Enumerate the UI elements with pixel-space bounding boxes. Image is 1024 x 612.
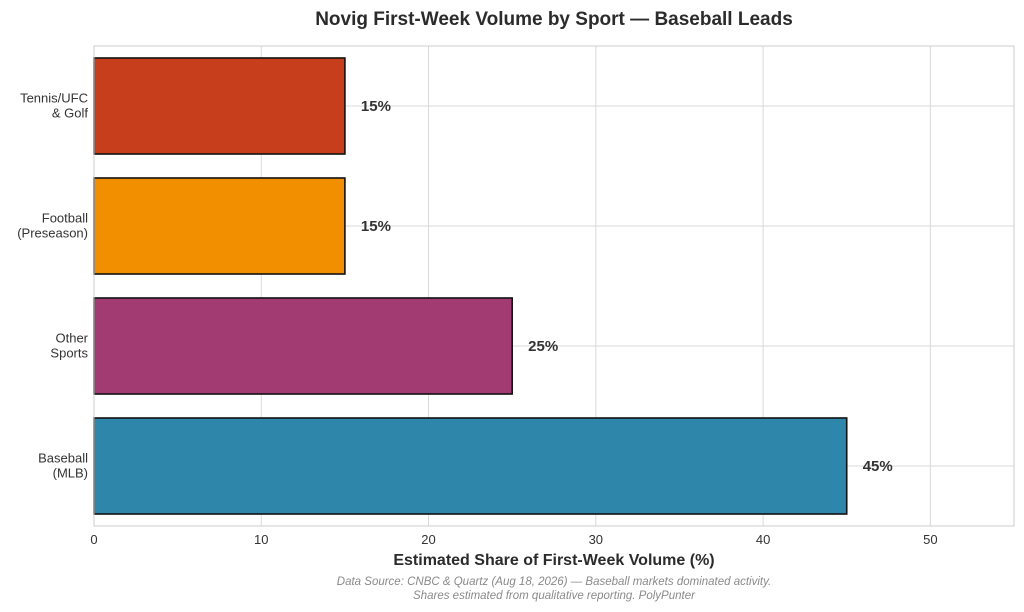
- bars: 45% 25% 15% 15%: [93, 46, 893, 526]
- x-tick-label: 0: [90, 532, 97, 547]
- y-category-label: Other: [55, 331, 88, 346]
- y-category-label: Baseball: [38, 451, 88, 466]
- y-category-label: Football: [42, 211, 88, 226]
- bar-value-label: 15%: [361, 218, 391, 235]
- chart-title: Novig First-Week Volume by Sport — Baseb…: [315, 9, 793, 30]
- bar-value-label: 25%: [528, 338, 558, 355]
- y-category-label: Sports: [50, 346, 88, 361]
- bar-value-label: 15%: [361, 98, 391, 115]
- y-category-label: Tennis/UFC: [20, 91, 88, 106]
- bar-value-label: 45%: [863, 458, 893, 475]
- x-axis-ticks: 0 10 20 30 40 50: [90, 532, 937, 547]
- x-tick-label: 20: [421, 532, 435, 547]
- y-category-label: (MLB): [53, 466, 88, 481]
- source-note-line-1: Data Source: CNBC & Quartz (Aug 18, 2026…: [337, 576, 771, 588]
- y-category-label: (Preseason): [17, 226, 88, 241]
- x-tick-label: 10: [254, 532, 268, 547]
- x-axis-label: Estimated Share of First-Week Volume (%): [393, 552, 714, 569]
- x-tick-label: 40: [756, 532, 770, 547]
- x-tick-label: 30: [589, 532, 603, 547]
- bar: [93, 297, 513, 395]
- source-note-line-2: Shares estimated from qualitative report…: [413, 590, 696, 602]
- x-tick-label: 50: [923, 532, 937, 547]
- bar: [93, 177, 346, 275]
- bar: [93, 417, 848, 515]
- bar: [93, 57, 346, 155]
- y-category-label: & Golf: [52, 106, 89, 121]
